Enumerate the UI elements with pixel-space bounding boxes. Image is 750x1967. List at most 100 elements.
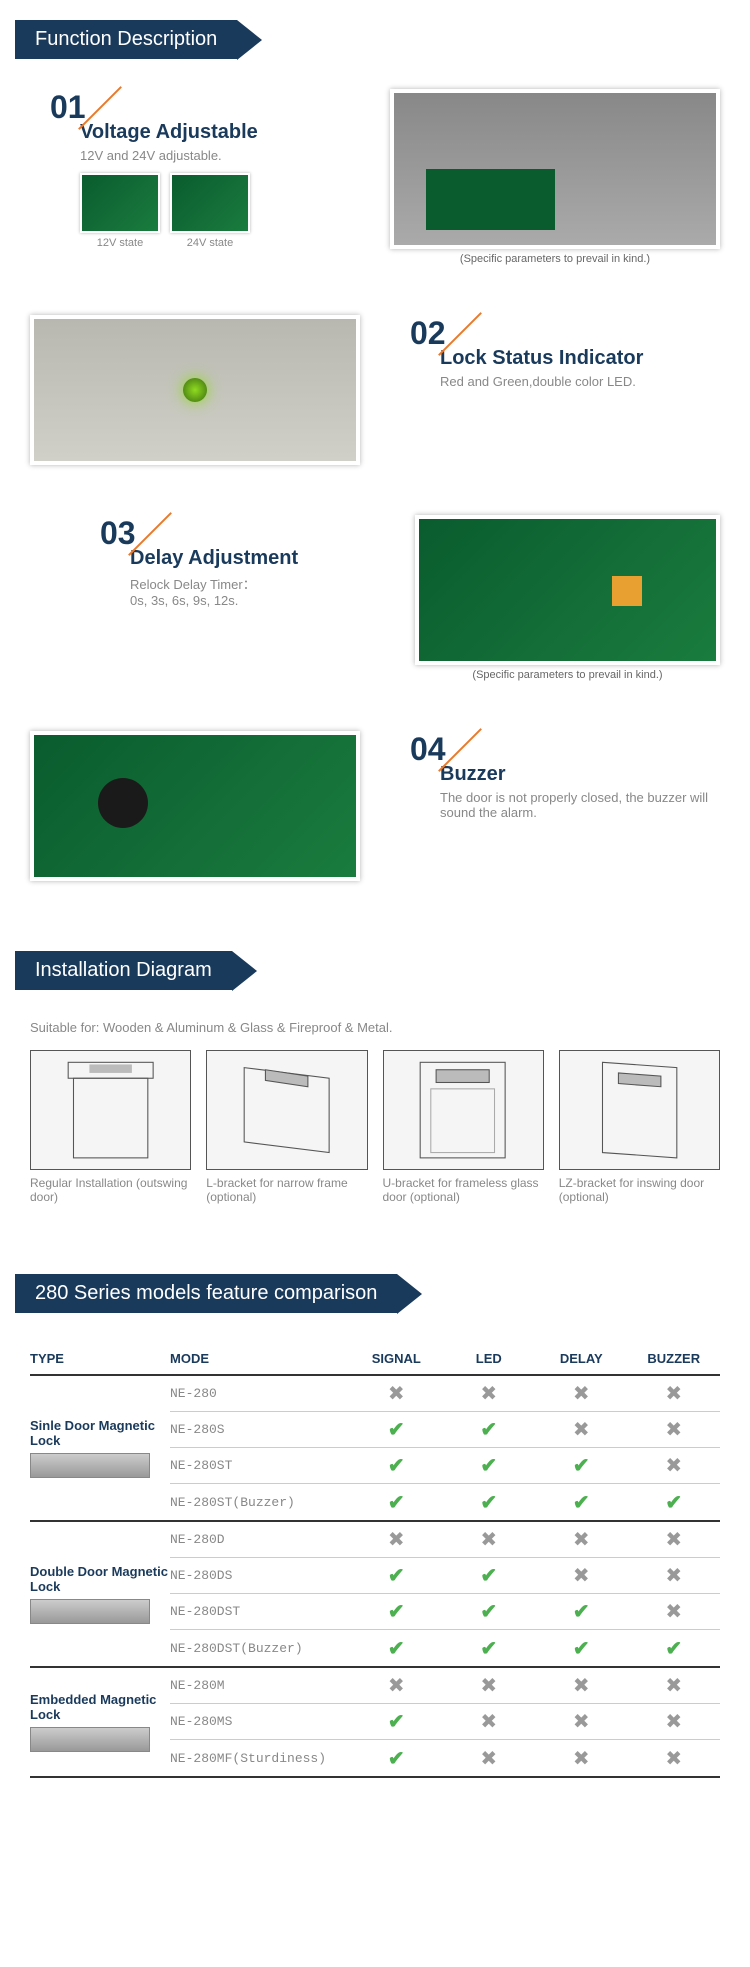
cross-icon: ✖: [628, 1453, 721, 1478]
comparison-group: Sinle Door Magnetic LockNE-280✖✖✖✖NE-280…: [30, 1376, 720, 1522]
header-type: TYPE: [30, 1351, 170, 1366]
cross-icon: ✖: [443, 1381, 536, 1406]
mode-cell: NE-280ST(Buzzer): [170, 1495, 350, 1510]
feature-desc: The door is not properly closed, the buz…: [440, 790, 720, 820]
cross-icon: ✖: [628, 1746, 721, 1771]
check-icon: ✔: [443, 1417, 536, 1442]
comparison-row: NE-280D✖✖✖✖: [170, 1522, 720, 1558]
feature-number: 04: [410, 731, 446, 768]
led-indicator-image: [30, 315, 360, 465]
cross-icon: ✖: [535, 1673, 628, 1698]
install-img-regular: [30, 1050, 191, 1170]
comparison-row: NE-280ST✔✔✔✖: [170, 1448, 720, 1484]
feature-number: 01: [50, 89, 86, 126]
check-icon: ✔: [443, 1563, 536, 1588]
cross-icon: ✖: [350, 1527, 443, 1552]
check-icon: ✔: [443, 1636, 536, 1661]
voltage-24v-label: 24V state: [170, 237, 250, 249]
check-icon: ✔: [350, 1563, 443, 1588]
cross-icon: ✖: [535, 1709, 628, 1734]
feature-title: Delay Adjustment: [130, 547, 385, 570]
cross-icon: ✖: [443, 1746, 536, 1771]
install-suitable-text: Suitable for: Wooden & Aluminum & Glass …: [30, 1020, 720, 1035]
type-cell: Embedded Magnetic Lock: [30, 1668, 170, 1776]
section-header-function: Function Description: [15, 20, 237, 59]
header-mode: MODE: [170, 1351, 350, 1366]
cross-icon: ✖: [535, 1527, 628, 1552]
check-icon: ✔: [443, 1599, 536, 1624]
header-signal: SIGNAL: [350, 1351, 443, 1366]
header-delay: DELAY: [535, 1351, 628, 1366]
cross-icon: ✖: [628, 1673, 721, 1698]
cross-icon: ✖: [535, 1381, 628, 1406]
install-label: L-bracket for narrow frame (optional): [206, 1176, 367, 1204]
check-icon: ✔: [535, 1490, 628, 1515]
delay-adjust-image: [415, 515, 720, 665]
feature-number: 02: [410, 315, 446, 352]
check-icon: ✔: [350, 1599, 443, 1624]
check-icon: ✔: [535, 1636, 628, 1661]
type-image: [30, 1599, 150, 1624]
check-icon: ✔: [443, 1490, 536, 1515]
check-icon: ✔: [535, 1599, 628, 1624]
mode-cell: NE-280ST: [170, 1458, 350, 1473]
cross-icon: ✖: [535, 1563, 628, 1588]
comparison-group: Embedded Magnetic LockNE-280M✖✖✖✖NE-280M…: [30, 1668, 720, 1778]
type-label: Double Door Magnetic Lock: [30, 1564, 170, 1594]
type-label: Sinle Door Magnetic Lock: [30, 1418, 170, 1448]
comparison-row: NE-280✖✖✖✖: [170, 1376, 720, 1412]
cross-icon: ✖: [443, 1527, 536, 1552]
mode-cell: NE-280D: [170, 1532, 350, 1547]
voltage-12v-label: 12V state: [80, 237, 160, 249]
comparison-row: NE-280DS✔✔✖✖: [170, 1558, 720, 1594]
check-icon: ✔: [350, 1490, 443, 1515]
cross-icon: ✖: [350, 1381, 443, 1406]
type-image: [30, 1453, 150, 1478]
voltage-24v-image: [170, 173, 250, 233]
check-icon: ✔: [535, 1453, 628, 1478]
comparison-row: NE-280ST(Buzzer)✔✔✔✔: [170, 1484, 720, 1520]
cross-icon: ✖: [628, 1381, 721, 1406]
voltage-12v-image: [80, 173, 160, 233]
comparison-row: NE-280DST(Buzzer)✔✔✔✔: [170, 1630, 720, 1666]
mode-cell: NE-280MS: [170, 1714, 350, 1729]
mode-cell: NE-280M: [170, 1678, 350, 1693]
check-icon: ✔: [350, 1636, 443, 1661]
comparison-row: NE-280DST✔✔✔✖: [170, 1594, 720, 1630]
feature-number: 03: [100, 515, 136, 552]
mode-cell: NE-280DS: [170, 1568, 350, 1583]
check-icon: ✔: [350, 1709, 443, 1734]
check-icon: ✔: [628, 1636, 721, 1661]
mode-cell: NE-280MF(Sturdiness): [170, 1751, 350, 1766]
check-icon: ✔: [350, 1453, 443, 1478]
cross-icon: ✖: [628, 1709, 721, 1734]
install-img-lbracket: [206, 1050, 367, 1170]
header-buzzer: BUZZER: [628, 1351, 721, 1366]
cross-icon: ✖: [443, 1673, 536, 1698]
voltage-main-image: [390, 89, 720, 249]
type-cell: Double Door Magnetic Lock: [30, 1522, 170, 1666]
feature-desc: Red and Green,double color LED.: [440, 374, 720, 389]
buzzer-image: [30, 731, 360, 881]
install-img-lzbracket: [559, 1050, 720, 1170]
install-label: U-bracket for frameless glass door (opti…: [383, 1176, 544, 1204]
cross-icon: ✖: [628, 1563, 721, 1588]
cross-icon: ✖: [628, 1417, 721, 1442]
feature-03: 03 Delay Adjustment Relock Delay Timer： …: [30, 515, 720, 681]
cross-icon: ✖: [535, 1746, 628, 1771]
comparison-group: Double Door Magnetic LockNE-280D✖✖✖✖NE-2…: [30, 1522, 720, 1668]
mode-cell: NE-280DST: [170, 1604, 350, 1619]
feature-desc: Relock Delay Timer： 0s, 3s, 6s, 9s, 12s.: [130, 574, 385, 608]
image-caption: (Specific parameters to prevail in kind.…: [390, 253, 720, 265]
install-img-ubracket: [383, 1050, 544, 1170]
check-icon: ✔: [628, 1490, 721, 1515]
comparison-row: NE-280MF(Sturdiness)✔✖✖✖: [170, 1740, 720, 1776]
mode-cell: NE-280: [170, 1386, 350, 1401]
cross-icon: ✖: [443, 1709, 536, 1734]
type-image: [30, 1727, 150, 1752]
comparison-header-row: TYPE MODE SIGNAL LED DELAY BUZZER: [30, 1343, 720, 1376]
install-label: LZ-bracket for inswing door (optional): [559, 1176, 720, 1204]
cross-icon: ✖: [628, 1599, 721, 1624]
feature-title: Buzzer: [440, 763, 720, 786]
cross-icon: ✖: [350, 1673, 443, 1698]
